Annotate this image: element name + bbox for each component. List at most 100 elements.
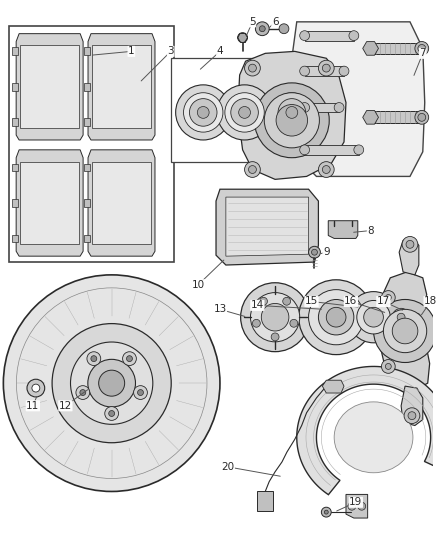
Circle shape [406,240,414,248]
Bar [12,235,18,243]
Text: 10: 10 [192,280,205,290]
Circle shape [383,309,427,353]
Circle shape [252,319,260,327]
Polygon shape [363,110,378,124]
Circle shape [217,85,272,140]
Circle shape [76,386,90,399]
Circle shape [408,309,426,326]
Polygon shape [92,45,151,128]
Circle shape [238,33,247,43]
Bar [305,31,354,41]
Circle shape [80,390,86,395]
Polygon shape [88,34,155,140]
Circle shape [385,364,391,369]
Polygon shape [328,221,358,238]
Circle shape [286,107,298,118]
Polygon shape [363,42,378,55]
Circle shape [354,145,364,155]
Text: 8: 8 [367,225,374,236]
Circle shape [105,407,119,421]
Circle shape [311,249,318,255]
Circle shape [264,93,319,148]
Bar [12,83,18,91]
Circle shape [225,93,264,132]
Text: 16: 16 [344,296,357,306]
Circle shape [127,356,132,361]
Bar [12,199,18,207]
Circle shape [244,60,260,76]
Polygon shape [20,45,79,128]
Circle shape [278,99,306,126]
Circle shape [87,352,101,366]
Circle shape [418,114,426,122]
Bar [371,43,420,54]
Circle shape [184,93,223,132]
Bar [84,83,90,91]
Circle shape [321,507,331,517]
Circle shape [348,292,399,343]
Circle shape [404,408,420,424]
Circle shape [134,386,148,399]
Circle shape [364,308,383,327]
Polygon shape [16,150,83,256]
Text: 12: 12 [59,401,72,411]
Circle shape [272,93,311,132]
Circle shape [197,107,209,118]
Circle shape [27,379,45,397]
Circle shape [240,282,310,352]
Text: 19: 19 [349,497,363,507]
Circle shape [138,390,144,395]
Bar [305,145,359,155]
Circle shape [176,85,231,140]
Circle shape [322,166,330,173]
Circle shape [385,302,417,333]
Polygon shape [16,34,83,140]
Bar [9,26,174,262]
Bar [84,118,90,126]
Circle shape [308,246,320,258]
Circle shape [402,237,418,252]
Circle shape [190,99,217,126]
Circle shape [418,44,426,52]
Text: 15: 15 [305,296,318,306]
Circle shape [251,293,300,342]
Polygon shape [399,238,419,275]
Circle shape [99,370,125,396]
Circle shape [300,145,310,155]
Bar [305,66,344,76]
Polygon shape [92,161,151,244]
Bar [12,47,18,55]
Circle shape [348,502,356,510]
Circle shape [259,26,265,31]
Circle shape [339,66,349,76]
Circle shape [299,280,374,354]
Circle shape [318,161,334,177]
Circle shape [324,510,328,514]
Circle shape [71,342,153,424]
Circle shape [318,60,334,76]
Circle shape [326,308,346,327]
Circle shape [357,301,390,334]
Circle shape [381,360,395,373]
Polygon shape [346,495,367,518]
Circle shape [397,313,405,321]
Text: 14: 14 [251,301,264,310]
Text: 9: 9 [323,247,330,257]
Text: 20: 20 [221,462,234,472]
Circle shape [322,64,330,72]
Circle shape [413,313,421,321]
Bar [12,164,18,172]
Polygon shape [20,161,79,244]
Circle shape [254,83,329,158]
Circle shape [300,31,310,41]
Polygon shape [401,386,423,425]
Circle shape [264,85,319,140]
Circle shape [279,24,289,34]
Bar [84,199,90,207]
Text: 13: 13 [213,304,226,314]
Circle shape [231,99,258,126]
Circle shape [109,410,115,416]
Text: 17: 17 [377,296,390,306]
Circle shape [300,102,310,112]
Ellipse shape [334,402,413,473]
